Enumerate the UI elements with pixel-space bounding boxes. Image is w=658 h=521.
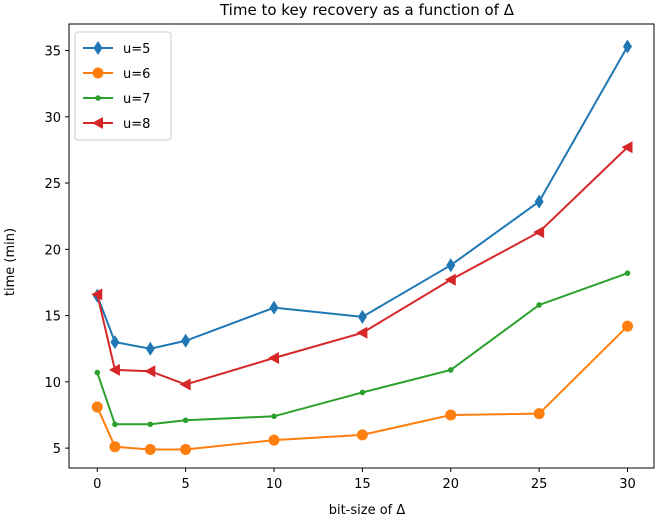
data-point (268, 351, 280, 364)
data-point (110, 335, 120, 350)
data-point (91, 401, 103, 413)
data-point (144, 443, 156, 455)
legend-item: u=7 (83, 92, 150, 107)
legend-marker (92, 67, 104, 79)
data-point (621, 320, 633, 332)
data-point (91, 288, 103, 301)
series-line (96, 46, 629, 350)
series-u=5 (92, 39, 632, 356)
legend-marker (95, 95, 101, 101)
data-point (182, 417, 189, 424)
data-point (533, 226, 545, 239)
data-point (180, 443, 192, 455)
data-point (622, 39, 632, 54)
data-point (359, 389, 366, 396)
data-point (269, 300, 279, 315)
y-tick-label: 5 (53, 442, 61, 457)
data-point (94, 369, 101, 376)
data-point (534, 194, 544, 209)
series-u=7 (94, 270, 631, 428)
series-u=8 (91, 141, 633, 391)
legend: u=5 u=6 u=7 u=8 (74, 31, 172, 141)
y-tick-label: 25 (44, 177, 61, 192)
legend-item: u=6 (83, 67, 150, 82)
legend-label: u=5 (123, 42, 150, 57)
data-point (268, 434, 280, 446)
data-point (446, 258, 456, 273)
x-tick-label: 0 (93, 477, 101, 492)
data-point (179, 378, 191, 391)
plot-frame (68, 23, 655, 469)
y-tick-label: 30 (44, 111, 61, 126)
series-u=6 (91, 320, 633, 455)
x-axis-label: bit-size of Δ (329, 503, 406, 518)
legend-box (74, 31, 172, 141)
data-point (147, 421, 154, 428)
series-layer (91, 39, 633, 455)
legend-marker (93, 41, 103, 55)
plot-area: 0 5 10 15 20 25 30 5 10 15 20 25 30 35 (44, 23, 655, 492)
y-tick-label: 15 (44, 310, 61, 325)
x-tick-label: 30 (619, 477, 636, 492)
x-tick-label: 25 (531, 477, 548, 492)
data-point (108, 363, 120, 376)
data-point (112, 421, 118, 428)
data-point (145, 341, 155, 356)
data-point (621, 141, 633, 154)
legend-label: u=8 (123, 117, 150, 132)
data-point (356, 429, 368, 441)
y-tick-label: 35 (44, 45, 61, 60)
series-line (96, 272, 628, 426)
data-point (109, 441, 121, 453)
y-tick-label: 20 (44, 243, 61, 258)
data-point (536, 302, 542, 308)
x-tick-label: 5 (182, 477, 190, 492)
y-tick-label: 10 (44, 376, 61, 391)
data-point (357, 309, 367, 324)
chart-title: Time to key recovery as a function of Δ (219, 1, 515, 19)
data-point (181, 333, 191, 348)
x-tick-label: 10 (266, 477, 283, 492)
data-point (356, 326, 368, 339)
data-point (533, 408, 545, 420)
x-tick-label: 15 (354, 477, 371, 492)
data-point (271, 413, 277, 420)
data-point (624, 270, 631, 276)
data-point (445, 409, 457, 421)
series-line (96, 146, 629, 386)
legend-label: u=6 (123, 67, 150, 82)
y-axis-label: time (min) (3, 228, 18, 296)
data-point (444, 273, 456, 286)
data-point (447, 367, 454, 373)
legend-item: u=8 (83, 117, 150, 132)
data-point (144, 365, 156, 378)
legend-item: u=5 (83, 41, 150, 57)
legend-label: u=7 (123, 92, 150, 107)
legend-marker (92, 117, 103, 129)
x-tick-label: 20 (442, 477, 459, 492)
